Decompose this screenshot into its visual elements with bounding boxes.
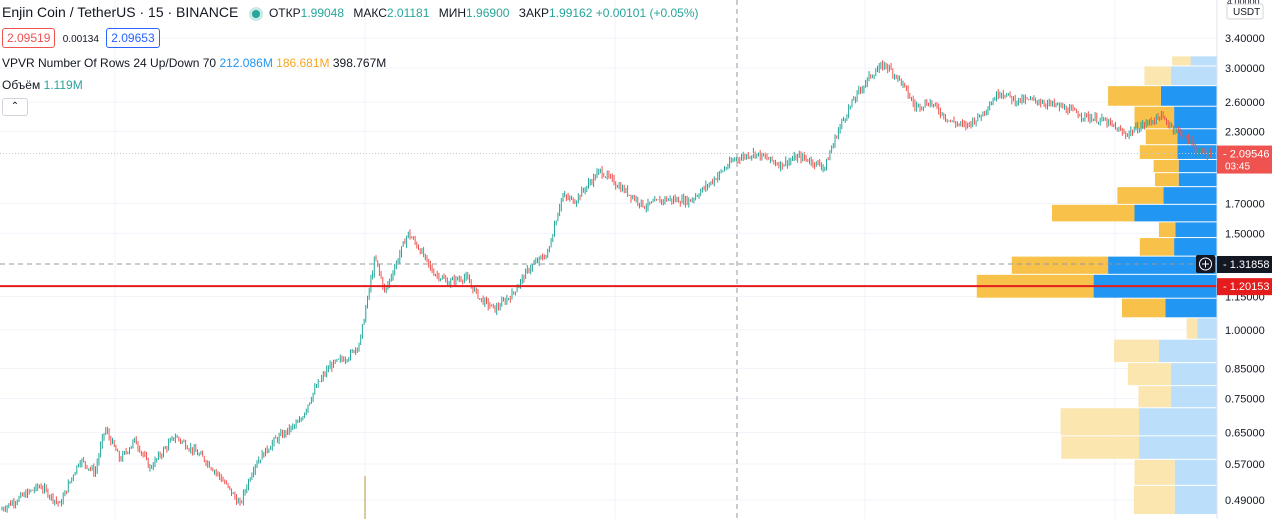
volume-profile-up-bar [1170,66,1217,86]
volume-profile-down-bar [1011,256,1109,274]
volume-profile-down-bar [1144,66,1171,86]
alert-price-badge [1217,278,1272,296]
ohlc-open-value: 1.99048 [300,6,345,20]
volume-profile-up-bar [1174,459,1217,485]
volume-profile-up-bar [1190,56,1217,66]
vpvr-up-volume: 212.086M [219,56,273,70]
volume-profile-down-bar [1061,436,1140,459]
volume-profile-down-bar [1052,204,1135,222]
candlesticks [1,60,1212,513]
volume-profile-down-bar [1139,238,1175,256]
vpvr-down-volume: 186.681M [276,56,330,70]
volume-profile-up-bar [1178,159,1217,173]
price-tick-label: 0.65000 [1225,428,1265,440]
vpvr-title: VPVR Number Of Rows 24 Up/Down 70 [2,56,217,70]
volume-profile-up-bar [1174,106,1217,129]
crosshair-price-badge [1217,255,1272,273]
price-tick-label: 1.70000 [1225,198,1265,210]
volume-profile-down-bar [1134,459,1175,485]
volume-profile-up-bar [1175,222,1217,238]
volume-profile-up-bar [1165,298,1217,318]
countdown-label: 03:45 [1225,162,1250,173]
volume-profile-up-bar [1174,238,1217,256]
price-tick-label: 2.30000 [1225,126,1265,138]
volume-profile-up-bar [1174,485,1217,515]
alert-price-label: - 1.20153 [1223,281,1269,293]
volume-profile-up-bar [1178,173,1217,187]
volume-profile-up-bar [1108,256,1217,274]
volume-profile-up-bar [1197,318,1217,339]
volume-profile-up-bar [1139,408,1217,436]
currency-label: USDT [1233,7,1260,18]
vpvr-legend[interactable]: VPVR Number Of Rows 24 Up/Down 70 212.08… [2,56,386,70]
last-price-badge [1217,145,1272,174]
volume-profile-down-bar [1172,56,1191,66]
currency-button [1226,3,1264,20]
volume-profile-down-bar [1153,159,1179,173]
volume-profile-up-bar [1170,386,1217,408]
volume-profile-down-bar [1138,386,1171,408]
volume-profile-up-bar [1158,339,1217,363]
volume-profile-up-bar [1163,187,1217,204]
trade-buttons: 2.09519 0.00134 2.09653 [2,28,160,48]
spread-value: 0.00134 [62,34,99,45]
sell-price-button[interactable]: 2.09519 [2,28,56,48]
ohlc-high-value: 2.01181 [386,6,430,20]
volume-profile-down-bar [1186,318,1198,339]
volume-legend[interactable]: Объём 1.119M [2,78,83,92]
volume-profile-down-bar [1127,363,1171,386]
ohlc-open-label: ОТКР [268,6,301,20]
buy-price-button[interactable]: 2.09653 [106,28,160,48]
volume-profile-down-bar [1139,145,1178,159]
ohlc-low-value: 1.96900 [466,6,510,20]
ohlc-change: +0.00101 (+0.05%) [595,6,699,20]
crosshair-price-label: - 1.31858 [1223,259,1269,271]
price-tick-label: 1.50000 [1225,228,1265,240]
volume-profile-down-bar [1154,173,1179,187]
price-tick-label: 0.57000 [1225,459,1265,471]
volume-profile-up-bar [1134,204,1217,222]
price-tick-label: 2.60000 [1225,97,1265,109]
volume-profile-down-bar [1114,339,1159,363]
price-tick-label: 0.49000 [1225,495,1265,507]
volume-profile-down-bar [1158,222,1176,238]
ohlc-high-label: МАКС [353,6,387,20]
collapse-legend-button[interactable]: ⌃ [2,98,28,116]
last-price-label: - 2.09546 [1223,149,1269,161]
volume-profile-down-bar [1121,298,1166,318]
add-plus-icon[interactable] [1196,254,1215,273]
volume-profile-down-bar [1145,129,1178,145]
plus-icon-circle [1199,257,1212,271]
market-status-icon [251,9,260,18]
symbol-legend: Enjin Coin / TetherUS · 15 · BINANCE ОТК… [2,4,699,20]
volume-profile-up-bar [1177,129,1217,145]
price-tick-label: 3.40000 [1225,33,1265,45]
symbol-title[interactable]: Enjin Coin / TetherUS · 15 · BINANCE [2,4,239,20]
volume-profile [976,56,1217,515]
volume-profile-down-bar [1133,485,1175,515]
price-tick-label: 3.00000 [1225,63,1265,75]
volume-value: 1.119M [43,78,83,92]
volume-profile-down-bar [1060,408,1140,436]
price-tick-label: 0.75000 [1225,394,1265,406]
price-axis: 3.40000 3.00000 2.60000 2.30000 1.70000 1.500… [1216,0,1280,519]
ohlc-close-value: 1.99162 [549,6,593,20]
volume-profile-down-bar [1108,86,1161,106]
ohlc-close-label: ЗАКР [518,6,550,20]
volume-profile-up-bar [1139,436,1217,459]
volume-profile-up-bar [1160,86,1217,106]
price-tick-label: 0.85000 [1225,364,1265,376]
volume-profile-up-bar [1170,363,1217,386]
price-tick-label: 1.00000 [1225,325,1265,337]
volume-profile-down-bar [1117,187,1164,204]
vpvr-total-volume: 398.767M [332,56,387,70]
ohlc-low-label: МИН [438,6,467,20]
volume-label: Объём [2,78,41,92]
